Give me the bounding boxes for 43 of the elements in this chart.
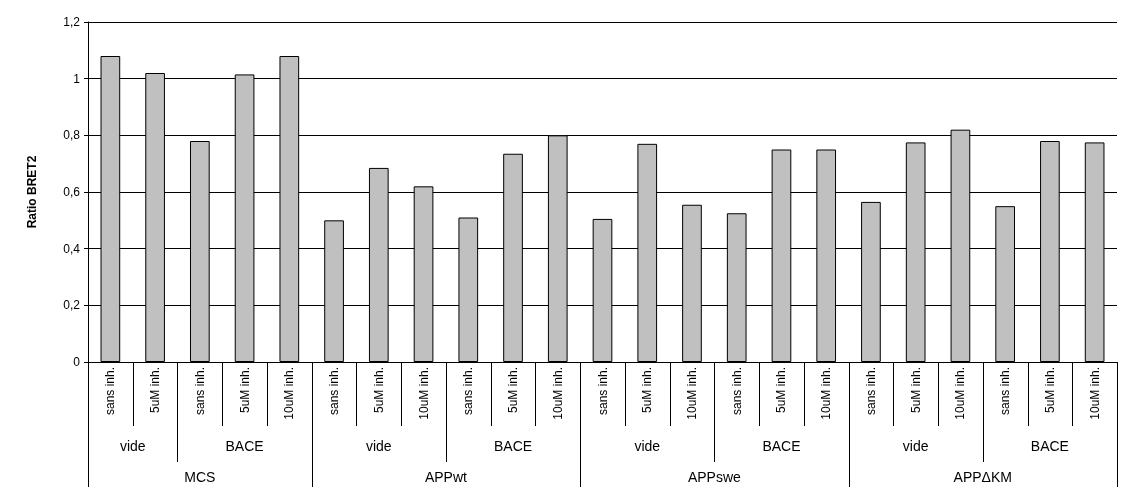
x-tick-label: 10uM inh. (282, 367, 297, 420)
x-tick-label: sans inh. (595, 367, 610, 416)
y-tick-label: 0 (73, 355, 81, 369)
x-tick-label: 5uM inh. (148, 367, 163, 414)
x-tick-label: 10uM inh. (550, 367, 565, 420)
text: APPwt (424, 468, 468, 485)
x-tick-label: 5uM inh. (908, 367, 923, 414)
y-tick-label: 0,6 (63, 185, 81, 199)
text: vide (365, 438, 392, 454)
x-tick-label: 10uM inh. (953, 367, 968, 420)
y-tick-label: 1,2 (63, 15, 81, 29)
text: BACE (1030, 438, 1069, 454)
x-tick-label: 5uM inh. (506, 367, 521, 414)
text: APPswe (687, 468, 742, 485)
x-tick-label: sans inh. (327, 367, 342, 416)
text: BACE (225, 438, 264, 454)
y-tick-label: 0,2 (63, 298, 81, 313)
text: APPΔKM (953, 468, 1012, 485)
text: MCS (184, 468, 216, 485)
y-tick-label: 0,8 (63, 128, 81, 143)
text: BACE (493, 438, 533, 454)
x-tick-label: 10uM inh. (684, 367, 699, 420)
text: vide (119, 438, 146, 454)
x-tick-label: sans inh. (729, 367, 744, 416)
x-tick-label: 5uM inh. (774, 367, 789, 414)
text: BACE (762, 438, 801, 454)
text: vide (902, 438, 929, 454)
x-tick-label: sans inh. (192, 367, 207, 416)
y-axis-title: Ratio BRET2 (25, 155, 39, 229)
x-tick-label: sans inh. (998, 367, 1013, 416)
x-tick-label: sans inh. (863, 367, 878, 416)
x-tick-label: 5uM inh. (640, 367, 655, 414)
x-tick-label: 10uM inh. (819, 367, 834, 420)
y-tick-label: 1 (73, 71, 81, 86)
x-tick-label: sans inh. (461, 367, 476, 416)
x-tick-label: sans inh. (103, 367, 118, 416)
x-tick-label: 10uM inh. (1087, 367, 1102, 420)
text: vide (634, 438, 661, 454)
x-tick-label: 10uM inh. (416, 367, 431, 420)
x-tick-label: 5uM inh. (1042, 367, 1057, 414)
x-tick-label: 5uM inh. (371, 367, 386, 414)
x-tick-label: 5uM inh. (237, 367, 252, 414)
y-tick-label: 0,4 (63, 241, 81, 256)
